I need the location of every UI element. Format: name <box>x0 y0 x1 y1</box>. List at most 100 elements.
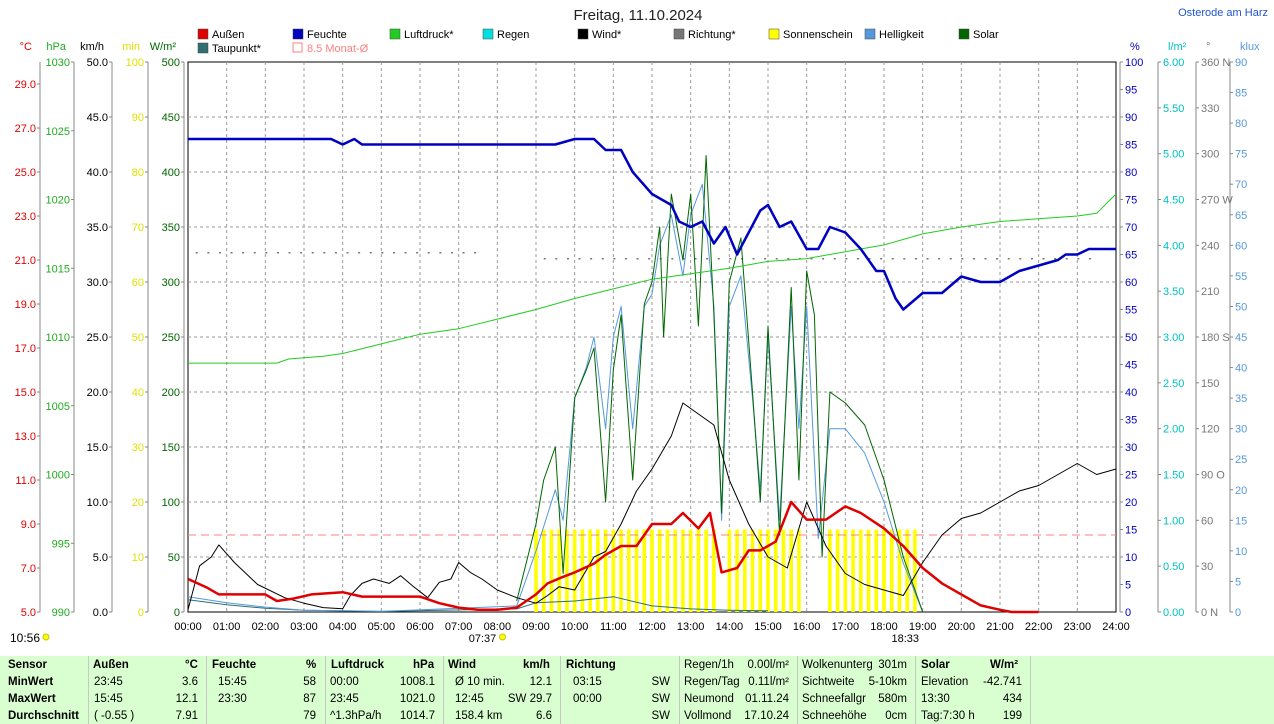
left-axis-label: 0 <box>174 607 180 619</box>
sunshine-bar <box>657 529 662 612</box>
wolken-value: 301m <box>878 659 907 671</box>
left-axis-label: 5.0 <box>93 552 108 564</box>
legend-swatch-sonnenschein <box>768 28 780 40</box>
legend-swatch-taupunkt <box>197 42 209 54</box>
right-axis-label: 60 <box>1235 240 1247 252</box>
taupunkt-line <box>187 596 769 612</box>
richtung-dot <box>938 258 941 260</box>
sunshine-bar <box>835 529 840 612</box>
luftdruck-value: 1014.7 <box>399 710 435 722</box>
left-axis-label: 35.0 <box>87 222 108 234</box>
wind-value: 6.6 <box>536 710 552 722</box>
sunshine-bar <box>619 529 623 612</box>
legend-swatch-regen <box>482 28 494 40</box>
right-axis-label: 35 <box>1125 415 1137 427</box>
richtung-dot <box>961 258 964 260</box>
richtung-dot <box>903 258 906 260</box>
header-wind-unit: km/h <box>523 659 550 671</box>
right-axis-label: 75 <box>1235 149 1247 161</box>
richtung-dot <box>404 252 407 254</box>
sunshine-bar <box>851 529 855 612</box>
sunshine-bar <box>696 529 701 612</box>
x-tick-label: 12:00 <box>638 621 666 633</box>
right-axis-label: 65 <box>1235 210 1247 222</box>
left-axis-label: 11.0 <box>15 475 36 487</box>
right-axis-label: 1.50 <box>1163 470 1184 482</box>
x-tick-label: 02:00 <box>252 621 280 633</box>
x-tick-label: 08:00 <box>484 621 512 633</box>
feuchte-value: 58 <box>303 676 316 688</box>
richtung-dot <box>1054 258 1057 260</box>
wind-time: 12:45 <box>455 693 484 705</box>
right-axis-label: 25 <box>1125 470 1137 482</box>
sunshine-bar <box>882 529 886 612</box>
richtung-dot <box>578 258 581 260</box>
richtung-dot <box>474 252 477 254</box>
legend-swatch-aussen <box>197 28 209 40</box>
sunshine-bar <box>866 529 871 612</box>
aussen-time: ( -0.55 ) <box>94 710 135 722</box>
left-axis-label: 990 <box>52 607 70 619</box>
regen-label: Regen/1h <box>684 659 734 671</box>
right-axis-label: 45 <box>1125 360 1137 372</box>
feuchte-value: 79 <box>303 710 316 722</box>
richtung-dot <box>230 252 233 254</box>
left-axis-label: 23.0 <box>15 211 36 223</box>
x-tick-label: 17:00 <box>832 621 860 633</box>
x-tick-label: 23:00 <box>1064 621 1092 633</box>
left-axis-label: 50 <box>132 332 144 344</box>
left-axis-label: 30 <box>132 442 144 454</box>
right-axis-label: 85 <box>1125 140 1137 152</box>
richtung-dot <box>717 258 720 260</box>
sunshine-bar <box>650 529 654 612</box>
richtung-dot <box>601 258 604 260</box>
header-solar-unit: W/m² <box>990 659 1019 671</box>
wolken-label: Schneefallgr <box>802 693 866 705</box>
left-axis-label: 300 <box>162 277 180 289</box>
richtung-dot <box>624 258 627 260</box>
legend-swatch-richtung <box>673 28 685 40</box>
header-sensor: Sensor <box>8 659 47 671</box>
richtung-dot <box>972 258 975 260</box>
richtung-dot <box>462 252 465 254</box>
wolken-label: Wolkenunterg <box>802 659 873 671</box>
sunshine-bar <box>789 529 793 612</box>
right-axis-label: 90 <box>1125 112 1137 124</box>
regen-label: Neumond <box>684 693 734 705</box>
right-axis-label: 40 <box>1235 363 1247 375</box>
right-axis-label: 60 <box>1125 277 1137 289</box>
left-axis-label: 80 <box>132 167 144 179</box>
solar-label: 13:30 <box>921 693 950 705</box>
legend-swatch-monat <box>292 42 303 53</box>
left-axis-label: 150 <box>162 442 180 454</box>
richtung-dot <box>590 258 593 260</box>
left-axis-label: 995 <box>52 538 70 550</box>
legend-label-helligkeit: Helligkeit <box>879 29 924 41</box>
left-axis-unit: min <box>122 41 140 53</box>
sunshine-bar <box>549 529 554 612</box>
richtung-dot <box>775 258 778 260</box>
richtung-dot <box>984 258 987 260</box>
richtung-dot <box>845 258 848 260</box>
x-tick-label: 14:00 <box>716 621 744 633</box>
weather-chart: Freitag, 11.10.2024 Osterode am Harz 00:… <box>10 7 1268 645</box>
richtung-dot <box>764 258 767 260</box>
sunshine-bar <box>688 529 693 612</box>
left-axis-label: 20.0 <box>87 387 108 399</box>
legend-swatch-feuchte <box>292 28 304 40</box>
left-axis-label: 27.0 <box>15 123 36 135</box>
left-axis-unit: W/m² <box>150 41 177 53</box>
richtung-dot <box>613 258 616 260</box>
solar-label: Elevation <box>921 676 969 688</box>
x-tick-label: 22:00 <box>1025 621 1053 633</box>
stats-footer: Sensor Außen °C Feuchte% Luftdruck hPa Wind km/… <box>0 656 1274 724</box>
header-richtung: Richtung <box>566 659 616 671</box>
richtung-dot <box>416 252 419 254</box>
x-tick-label: 01:00 <box>213 621 241 633</box>
richtung-dot <box>346 252 349 254</box>
right-axis-label: 10 <box>1235 546 1247 558</box>
x-tick-label: 05:00 <box>368 621 396 633</box>
wolken-label: Schneehöhe <box>802 710 867 722</box>
sunshine-bar <box>565 529 569 612</box>
richtung-dot <box>334 252 337 254</box>
